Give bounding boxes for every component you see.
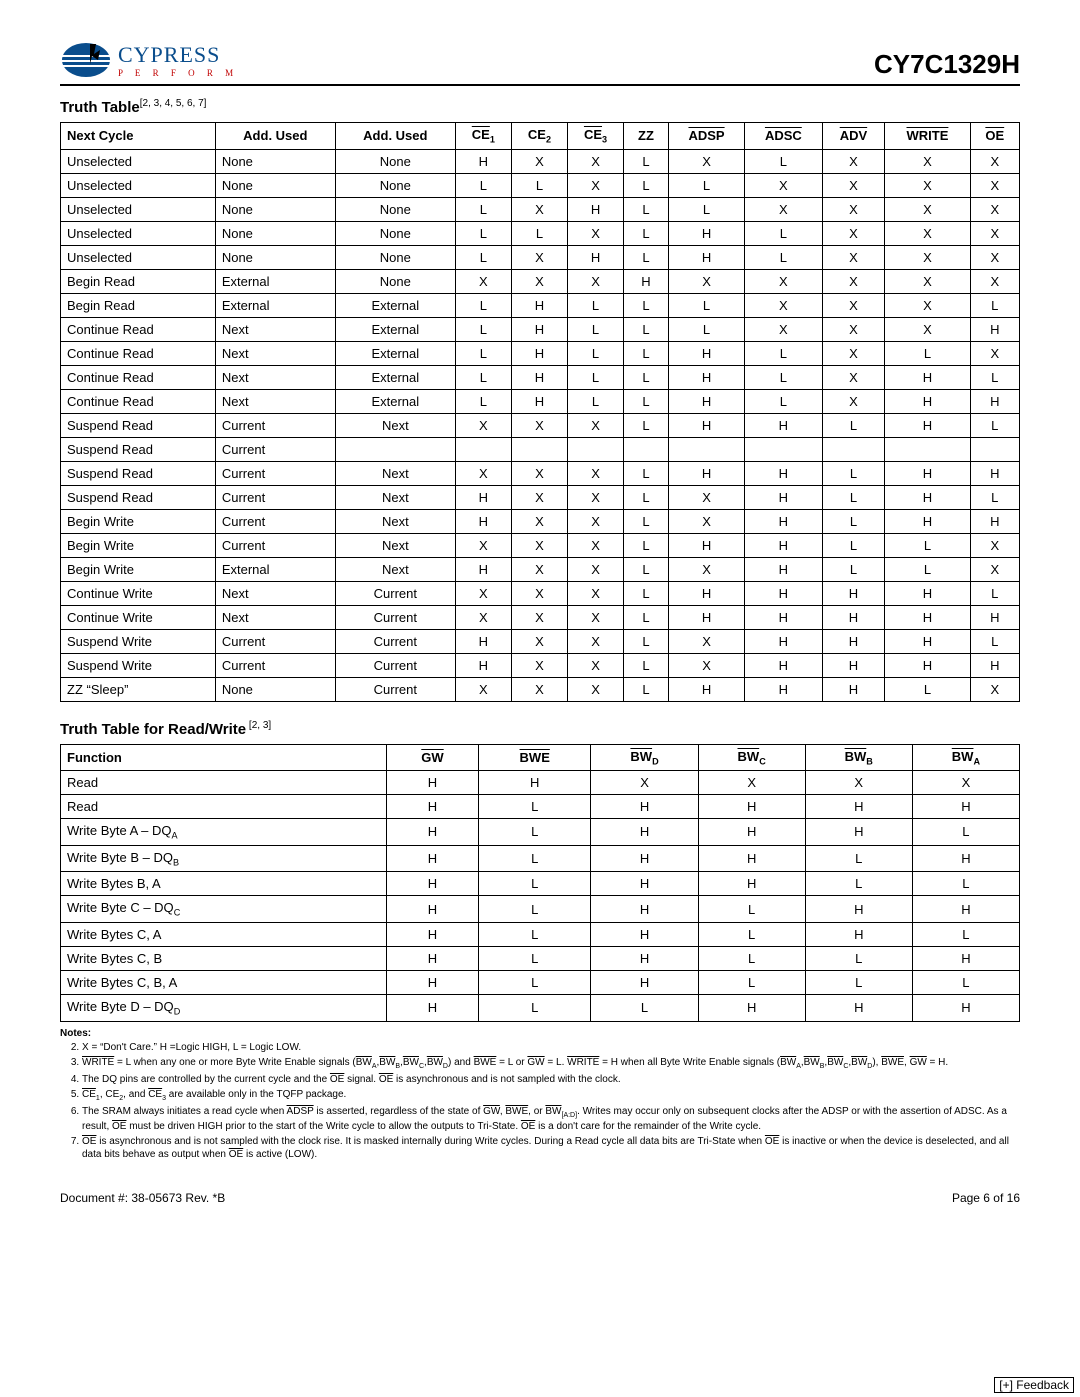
table-row: ZZ “Sleep”NoneCurrentXXXLHHHLX: [61, 677, 1020, 701]
col-ce1: CE1: [455, 123, 511, 150]
col-gw: GW: [387, 744, 479, 771]
table-row: Begin WriteCurrentNextHXXLXHLHH: [61, 509, 1020, 533]
page-footer: Document #: 38-05673 Rev. *B Page 6 of 1…: [60, 1191, 1020, 1205]
col-adsp: ADSP: [668, 123, 744, 150]
truth-table-title: Truth Table[2, 3, 4, 5, 6, 7]: [60, 98, 1020, 116]
note-item: CE1, CE2, and CE3 are available only in …: [82, 1088, 1020, 1103]
table-row: Write Byte A – DQAHLHHHL: [61, 819, 1020, 846]
brand-tag: P E R F O R M: [118, 68, 238, 78]
table-row: Begin WriteCurrentNextXXXLHHLLX: [61, 533, 1020, 557]
truth-table: Next Cycle Add. Used Add. Used CE1 CE2 C…: [60, 122, 1020, 702]
col-oe: OE: [970, 123, 1019, 150]
feedback-button[interactable]: [+] Feedback: [994, 1377, 1074, 1393]
rw-truth-table: Function GW BWE BWD BWC BWB BWA ReadHHXX…: [60, 744, 1020, 1022]
table-row: Write Byte D – DQDHLLHHH: [61, 994, 1020, 1021]
page-header: CYPRESS P E R F O R M CY7C1329H: [60, 40, 1020, 86]
table-row: Write Byte B – DQBHLHHLH: [61, 845, 1020, 872]
table-row: UnselectedNoneNoneLXHLHLXXX: [61, 245, 1020, 269]
logo-icon: [60, 40, 112, 80]
col-function: Function: [61, 744, 387, 771]
table-row: Suspend ReadCurrentNextXXXLHHLHL: [61, 413, 1020, 437]
note-item: OE is asynchronous and is not sampled wi…: [82, 1135, 1020, 1161]
note-item: WRITE = L when any one or more Byte Writ…: [82, 1056, 1020, 1071]
doc-number: Document #: 38-05673 Rev. *B: [60, 1191, 225, 1205]
table-row: UnselectedNoneNoneLLXLLXXXX: [61, 173, 1020, 197]
table-row: Write Bytes C, B, AHLHLLL: [61, 970, 1020, 994]
col-write: WRITE: [885, 123, 970, 150]
col-bwc: BWC: [698, 744, 805, 771]
table-row: ReadHLHHHH: [61, 795, 1020, 819]
note-item: The SRAM always initiates a read cycle w…: [82, 1105, 1020, 1133]
col-adv: ADV: [822, 123, 885, 150]
table-row: Begin WriteExternalNextHXXLXHLLX: [61, 557, 1020, 581]
col-add-used-2: Add. Used: [335, 123, 455, 150]
table-row: Continue ReadNextExternalLHLLHLXHH: [61, 389, 1020, 413]
note-item: The DQ pins are controlled by the curren…: [82, 1073, 1020, 1086]
table-row: Continue ReadNextExternalLHLLHLXHL: [61, 365, 1020, 389]
table-row: Continue ReadNextExternalLHLLHLXLX: [61, 341, 1020, 365]
col-bwe: BWE: [478, 744, 591, 771]
table-row: Write Bytes C, AHLHLHL: [61, 922, 1020, 946]
table-row: Continue WriteNextCurrentXXXLHHHHL: [61, 581, 1020, 605]
table-row: ReadHHXXXX: [61, 771, 1020, 795]
brand-name: CYPRESS: [118, 42, 238, 68]
notes-list: X = “Don't Care.” H =Logic HIGH, L = Log…: [60, 1041, 1020, 1161]
table-row: UnselectedNoneNoneLLXLHLXXX: [61, 221, 1020, 245]
col-adsc: ADSC: [745, 123, 822, 150]
note-item: X = “Don't Care.” H =Logic HIGH, L = Log…: [82, 1041, 1020, 1054]
table-row: Continue WriteNextCurrentXXXLHHHHH: [61, 605, 1020, 629]
col-bwd: BWD: [591, 744, 698, 771]
table-row: Suspend ReadCurrent: [61, 437, 1020, 461]
col-next-cycle: Next Cycle: [61, 123, 216, 150]
table-row: Continue ReadNextExternalLHLLLXXXH: [61, 317, 1020, 341]
logo: CYPRESS P E R F O R M: [60, 40, 238, 80]
part-number: CY7C1329H: [874, 49, 1020, 80]
table-row: Write Byte C – DQCHLHLHH: [61, 896, 1020, 923]
notes-heading: Notes:: [60, 1028, 1020, 1039]
col-add-used-1: Add. Used: [215, 123, 335, 150]
col-bwa: BWA: [912, 744, 1019, 771]
table-row: Suspend ReadCurrentNextHXXLXHLHL: [61, 485, 1020, 509]
page-number: Page 6 of 16: [952, 1191, 1020, 1205]
col-bwb: BWB: [805, 744, 912, 771]
rw-table-title: Truth Table for Read/Write [2, 3]: [60, 720, 1020, 738]
table-row: Write Bytes C, BHLHLLH: [61, 946, 1020, 970]
table-row: Suspend WriteCurrentCurrentHXXLXHHHH: [61, 653, 1020, 677]
table-row: UnselectedNoneNoneHXXLXLXXX: [61, 149, 1020, 173]
table-row: Suspend WriteCurrentCurrentHXXLXHHHL: [61, 629, 1020, 653]
table-row: Begin ReadExternalNoneXXXHXXXXX: [61, 269, 1020, 293]
table-row: Suspend ReadCurrentNextXXXLHHLHH: [61, 461, 1020, 485]
table-row: Begin ReadExternalExternalLHLLLXXXL: [61, 293, 1020, 317]
table-row: UnselectedNoneNoneLXHLLXXXX: [61, 197, 1020, 221]
col-ce2: CE2: [511, 123, 567, 150]
table-row: Write Bytes B, AHLHHLL: [61, 872, 1020, 896]
col-ce3: CE3: [567, 123, 623, 150]
col-zz: ZZ: [624, 123, 669, 150]
